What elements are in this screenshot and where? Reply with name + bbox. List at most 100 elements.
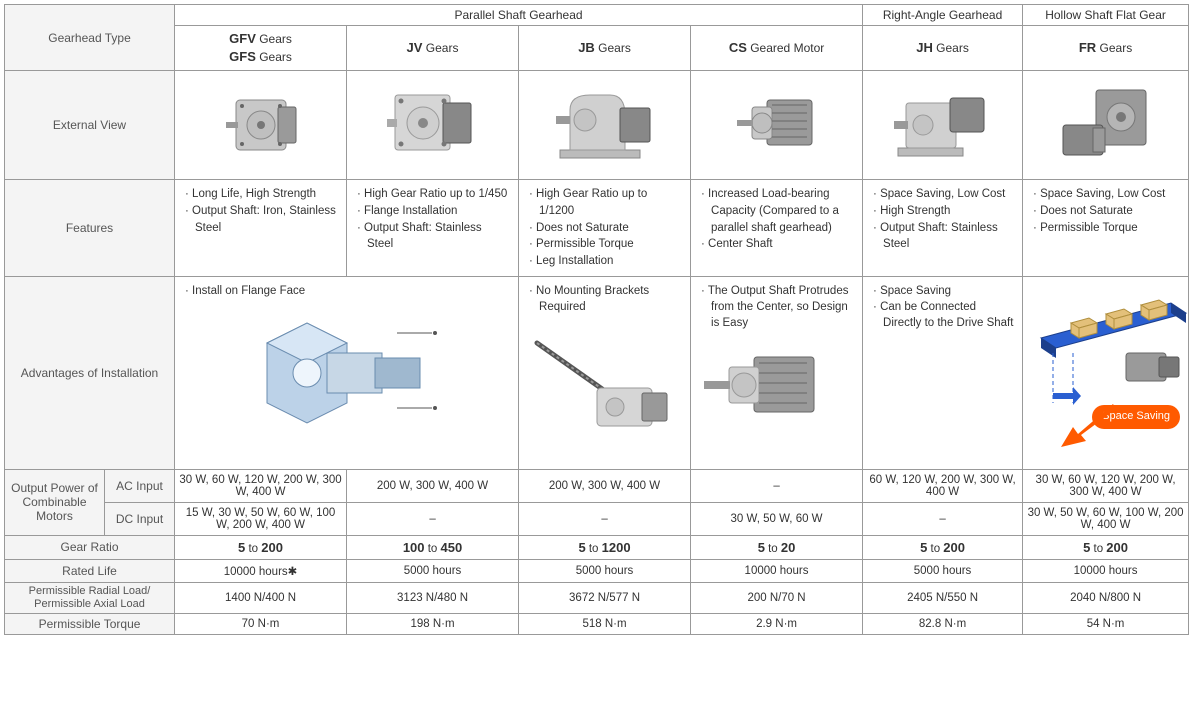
fr-life: 10000 hours xyxy=(1023,559,1189,582)
cs-ratio: 5 to 20 xyxy=(691,535,863,559)
hollow-shaft-header: Hollow Shaft Flat Gear xyxy=(1023,5,1189,26)
parallel-shaft-header: Parallel Shaft Gearhead xyxy=(175,5,863,26)
gfv-ac: 30 W, 60 W, 120 W, 200 W, 300 W, 400 W xyxy=(175,469,347,502)
gfv-ratio: 5 to 200 xyxy=(175,535,347,559)
cs-life: 10000 hours xyxy=(691,559,863,582)
cs-ac: – xyxy=(691,469,863,502)
cs-torque: 2.9 N·m xyxy=(691,614,863,635)
jv-ac: 200 W, 300 W, 400 W xyxy=(347,469,519,502)
right-angle-header: Right-Angle Gearhead xyxy=(863,5,1023,26)
feature-item: Space Saving, Low Cost xyxy=(883,186,1014,203)
fr-adv: Space Saving xyxy=(1023,276,1189,469)
feature-item: Does not Saturate xyxy=(1043,203,1180,220)
feature-item: Permissible Torque xyxy=(1043,220,1180,237)
feature-item: Space Saving, Low Cost xyxy=(1043,186,1180,203)
cs-load: 200 N/70 N xyxy=(691,582,863,613)
callout-arrow-icon xyxy=(1058,399,1118,449)
fr-ratio: 5 to 200 xyxy=(1023,535,1189,559)
jh-adv: Space SavingCan be Connected Directly to… xyxy=(863,276,1023,469)
feature-item: Long Life, High Strength xyxy=(195,186,338,203)
gfv-torque: 70 N·m xyxy=(175,614,347,635)
jb-dc: – xyxy=(519,502,691,535)
jh-ratio: 5 to 200 xyxy=(863,535,1023,559)
gfv-jv-adv: Install on Flange Face xyxy=(175,276,519,469)
cs-features: Increased Load-bearing Capacity (Compare… xyxy=(691,180,863,276)
cs-dc: 30 W, 50 W, 60 W xyxy=(691,502,863,535)
jh-dc: – xyxy=(863,502,1023,535)
fr-load: 2040 N/800 N xyxy=(1023,582,1189,613)
jb-features: High Gear Ratio up to 1/1200Does not Sat… xyxy=(519,180,691,276)
advantage-item: Can be Connected Directly to the Drive S… xyxy=(883,299,1014,331)
jh-life: 5000 hours xyxy=(863,559,1023,582)
gfv-image xyxy=(175,71,347,180)
fr-torque: 54 N·m xyxy=(1023,614,1189,635)
jv-image xyxy=(347,71,519,180)
jv-features: High Gear Ratio up to 1/450Flange Instal… xyxy=(347,180,519,276)
advantage-item: No Mounting Brackets Required xyxy=(539,283,682,315)
perm-torque-row: Permissible Torque 70 N·m 198 N·m 518 N·… xyxy=(5,614,1189,635)
rated-life-header: Rated Life xyxy=(5,559,175,582)
ac-input-row: Output Power of Combinable Motors AC Inp… xyxy=(5,469,1189,502)
advantage-item: Space Saving xyxy=(883,283,1014,299)
col-jb-name: JB Gears xyxy=(519,26,691,71)
external-view-header: External View xyxy=(5,71,175,180)
jh-image xyxy=(863,71,1023,180)
feature-item: High Gear Ratio up to 1/1200 xyxy=(539,186,682,219)
feature-item: Permissible Torque xyxy=(539,236,682,253)
col-jv-name: JV Gears xyxy=(347,26,519,71)
gfv-dc: 15 W, 30 W, 50 W, 60 W, 100 W, 200 W, 40… xyxy=(175,502,347,535)
feature-item: High Strength xyxy=(883,203,1014,220)
jb-image xyxy=(519,71,691,180)
jv-load: 3123 N/480 N xyxy=(347,582,519,613)
jh-torque: 82.8 N·m xyxy=(863,614,1023,635)
cs-adv: The Output Shaft Protrudes from the Cent… xyxy=(691,276,863,469)
advantages-row: Advantages of Installation Install on Fl… xyxy=(5,276,1189,469)
feature-item: Flange Installation xyxy=(367,203,510,220)
col-cs-name: CS Geared Motor xyxy=(691,26,863,71)
feature-item: Output Shaft: Stainless Steel xyxy=(883,220,1014,253)
jb-life: 5000 hours xyxy=(519,559,691,582)
advantage-item: The Output Shaft Protrudes from the Cent… xyxy=(711,283,854,331)
rated-life-row: Rated Life 10000 hours✱ 5000 hours 5000 … xyxy=(5,559,1189,582)
col-fr-name: FR Gears xyxy=(1023,26,1189,71)
feature-item: Leg Installation xyxy=(539,253,682,270)
features-header: Features xyxy=(5,180,175,276)
perm-load-row: Permissible Radial Load/ Permissible Axi… xyxy=(5,582,1189,613)
jb-ratio: 5 to 1200 xyxy=(519,535,691,559)
jv-life: 5000 hours xyxy=(347,559,519,582)
fr-image xyxy=(1023,71,1189,180)
feature-item: High Gear Ratio up to 1/450 xyxy=(367,186,510,203)
feature-item: Does not Saturate xyxy=(539,220,682,237)
advantages-header: Advantages of Installation xyxy=(5,276,175,469)
jh-load: 2405 N/550 N xyxy=(863,582,1023,613)
header-row-2: GFV GearsGFS Gears JV Gears JB Gears CS … xyxy=(5,26,1189,71)
gear-ratio-row: Gear Ratio 5 to 200 100 to 450 5 to 1200… xyxy=(5,535,1189,559)
feature-item: Output Shaft: Iron, Stainless Steel xyxy=(195,203,338,236)
gearhead-comparison-table: Gearhead Type Parallel Shaft Gearhead Ri… xyxy=(4,4,1189,635)
gearhead-type-header: Gearhead Type xyxy=(5,5,175,71)
gfv-life: 10000 hours✱ xyxy=(175,559,347,582)
feature-item: Center Shaft xyxy=(711,236,854,253)
external-view-row: External View xyxy=(5,71,1189,180)
gear-ratio-header: Gear Ratio xyxy=(5,535,175,559)
dc-input-header: DC Input xyxy=(105,502,175,535)
advantage-item: Install on Flange Face xyxy=(195,283,510,299)
jv-torque: 198 N·m xyxy=(347,614,519,635)
jb-adv: No Mounting Brackets Required xyxy=(519,276,691,469)
cs-image xyxy=(691,71,863,180)
col-gfv-name: GFV GearsGFS Gears xyxy=(175,26,347,71)
feature-item: Output Shaft: Stainless Steel xyxy=(367,220,510,253)
perm-load-header: Permissible Radial Load/ Permissible Axi… xyxy=(5,582,175,613)
feature-item: Increased Load-bearing Capacity (Compare… xyxy=(711,186,854,236)
jb-load: 3672 N/577 N xyxy=(519,582,691,613)
ac-input-header: AC Input xyxy=(105,469,175,502)
jv-dc: – xyxy=(347,502,519,535)
perm-torque-header: Permissible Torque xyxy=(5,614,175,635)
fr-ac: 30 W, 60 W, 120 W, 200 W, 300 W, 400 W xyxy=(1023,469,1189,502)
fr-dc: 30 W, 50 W, 60 W, 100 W, 200 W, 400 W xyxy=(1023,502,1189,535)
jh-ac: 60 W, 120 W, 200 W, 300 W, 400 W xyxy=(863,469,1023,502)
features-row: Features Long Life, High StrengthOutput … xyxy=(5,180,1189,276)
gfv-features: Long Life, High StrengthOutput Shaft: Ir… xyxy=(175,180,347,276)
jv-ratio: 100 to 450 xyxy=(347,535,519,559)
jb-ac: 200 W, 300 W, 400 W xyxy=(519,469,691,502)
